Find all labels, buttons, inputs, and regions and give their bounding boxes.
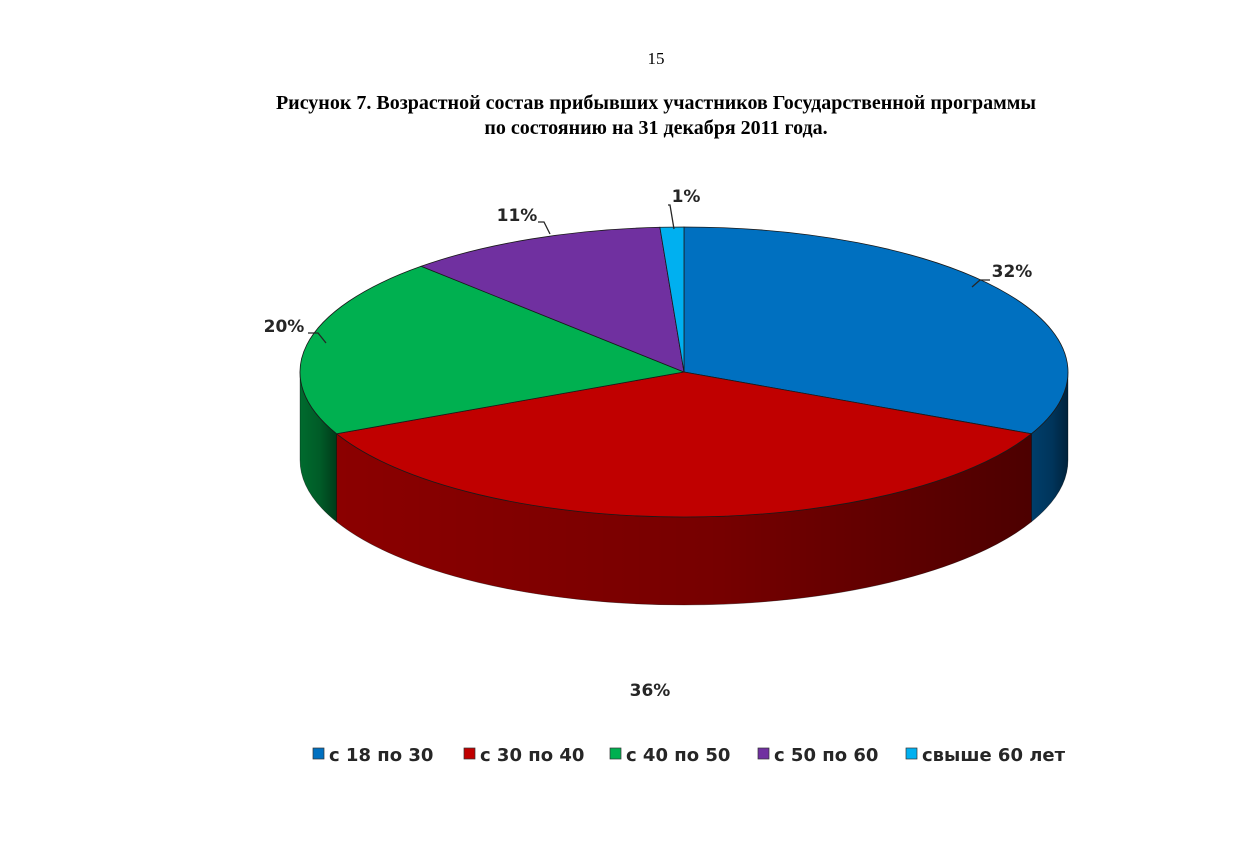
figure-title-line-1: Рисунок 7. Возрастной состав прибывших у… <box>275 92 1037 114</box>
data-label-свыше-60-лет: 1% <box>672 187 701 207</box>
legend: с 18 по 30 с 30 по 40 с 40 по 50 с 50 по 60… <box>312 745 1066 766</box>
legend-swatch <box>905 747 918 760</box>
figure-title-line-2: по состоянию на 31 декабря 2011 года. <box>484 117 828 139</box>
pie-slice-с-50-по-60 <box>420 226 685 373</box>
data-label-с-40-по-50: 20% <box>264 317 305 337</box>
data-label-с-30-по-40: 36% <box>630 681 671 701</box>
data-labels: 32% 36% 20% 11% 1% <box>264 187 1033 701</box>
pie-slices <box>299 226 1069 518</box>
leader-line-свыше-60-лет <box>668 204 675 230</box>
legend-item-с-18-по-30: с 18 по 30 <box>312 745 433 766</box>
legend-swatch <box>609 747 622 760</box>
legend-item-с-50-по-60: с 50 по 60 <box>757 745 878 766</box>
legend-swatch <box>312 747 325 760</box>
page-number: 15 <box>647 49 665 68</box>
data-label-с-50-по-60: 11% <box>497 206 538 226</box>
legend-swatch <box>463 747 476 760</box>
leader-line-с-18-по-30 <box>971 279 990 288</box>
legend-label: свыше 60 лет <box>922 745 1066 766</box>
legend-item-с-30-по-40: с 30 по 40 <box>463 745 584 766</box>
pie-side-с-40-по-50 <box>299 371 337 523</box>
leader-line-с-40-по-50 <box>308 332 327 344</box>
figure-title: Рисунок 7. Возрастной состав прибывших у… <box>0 91 1252 141</box>
data-label-с-18-по-30: 32% <box>992 262 1033 282</box>
legend-swatch <box>757 747 770 760</box>
pie-side-walls <box>299 371 1069 606</box>
legend-label: с 50 по 60 <box>774 745 878 766</box>
pie-slice-с-18-по-30 <box>683 226 1069 435</box>
legend-label: с 18 по 30 <box>329 745 433 766</box>
legend-label: с 40 по 50 <box>626 745 730 766</box>
legend-item-свыше-60-лет: свыше 60 лет <box>905 745 1066 766</box>
pie-slice-с-30-по-40 <box>335 371 1033 518</box>
legend-label: с 30 по 40 <box>480 745 584 766</box>
leader-line-с-50-по-60 <box>538 221 551 235</box>
pie-slice-с-40-по-50 <box>299 265 686 435</box>
legend-item-с-40-по-50: с 40 по 50 <box>609 745 730 766</box>
pie-slice-свыше-60-лет <box>659 226 685 373</box>
